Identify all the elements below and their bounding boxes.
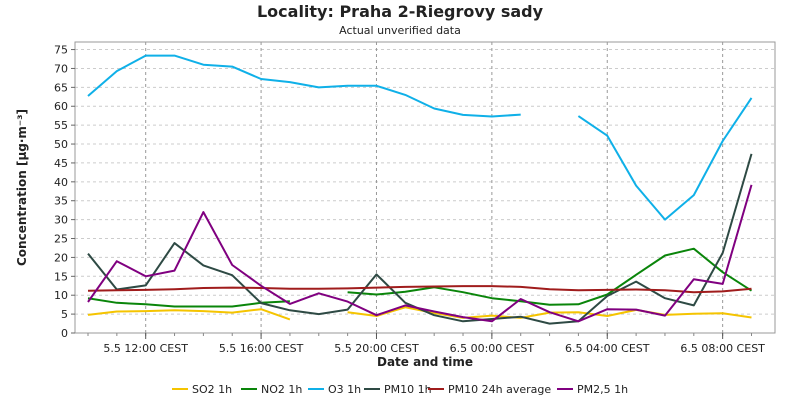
legend-label: O3 1h xyxy=(328,383,361,396)
y-tick-label: 50 xyxy=(54,138,68,151)
series-pm10-24h-average xyxy=(87,285,752,294)
y-tick-label: 25 xyxy=(54,233,68,246)
legend-label: NO2 1h xyxy=(261,383,302,396)
y-tick-label: 75 xyxy=(54,44,68,57)
y-tick-label: 65 xyxy=(54,81,68,94)
legend-item: PM10 1h xyxy=(364,383,432,396)
legend-label: PM2,5 1h xyxy=(577,383,628,396)
series-line-segment xyxy=(347,247,753,306)
y-tick-label: 70 xyxy=(54,62,68,75)
series-lines xyxy=(87,54,753,325)
series-line-segment xyxy=(577,97,753,221)
legend-item: PM10 24h average xyxy=(428,383,551,396)
x-tick-label: 5.5 20:00 CEST xyxy=(334,342,419,355)
legend-item: O3 1h xyxy=(308,383,361,396)
x-tick-label: 6.5 04:00 CEST xyxy=(565,342,650,355)
y-tick-label: 40 xyxy=(54,176,68,189)
x-tick-label: 5.5 12:00 CEST xyxy=(103,342,188,355)
series-line-segment xyxy=(87,308,291,321)
x-tick-label: 6.5 08:00 CEST xyxy=(680,342,765,355)
y-tick-label: 0 xyxy=(61,327,68,340)
series-line-segment xyxy=(87,54,521,118)
y-axis-title: Concentration [µg·m⁻³] xyxy=(15,109,29,266)
series-no2-1h xyxy=(87,247,753,308)
legend-label: PM10 1h xyxy=(384,383,432,396)
y-tick-label: 5 xyxy=(61,308,68,321)
y-tick-label: 55 xyxy=(54,119,68,132)
y-axis-ticks: 0 5 10 15 20 25 30 35 40 45 50 55 60 65 70 75 xyxy=(54,44,75,340)
series-o3-1h xyxy=(87,54,753,221)
y-tick-label: 10 xyxy=(54,289,68,302)
x-tick-label: 5.5 16:00 CEST xyxy=(219,342,304,355)
legend-label: SO2 1h xyxy=(192,383,232,396)
series-pm2-5-1h xyxy=(87,184,753,323)
chart-subtitle: Actual unverified data xyxy=(339,24,461,37)
series-line-segment xyxy=(87,297,290,308)
series-line-segment xyxy=(87,184,753,323)
legend: SO2 1h NO2 1h O3 1h PM10 1h PM10 24h average… xyxy=(172,383,628,396)
legend-item: SO2 1h xyxy=(172,383,232,396)
legend-item: NO2 1h xyxy=(241,383,302,396)
y-tick-label: 30 xyxy=(54,214,68,227)
legend-label: PM10 24h average xyxy=(448,383,551,396)
chart-title: Locality: Praha 2-Riegrovy sady xyxy=(256,2,544,21)
x-tick-label: 6.5 00:00 CEST xyxy=(450,342,535,355)
y-tick-label: 60 xyxy=(54,100,68,113)
x-axis-title: Date and time xyxy=(377,355,473,369)
axes xyxy=(74,41,776,334)
y-tick-label: 45 xyxy=(54,157,68,170)
x-axis-ticks: 5.5 12:00 CEST 5.5 16:00 CEST 5.5 20:00 CE… xyxy=(87,333,765,355)
y-tick-label: 35 xyxy=(54,195,68,208)
y-tick-label: 15 xyxy=(54,270,68,283)
legend-item: PM2,5 1h xyxy=(557,383,628,396)
plot-area-border xyxy=(74,41,776,334)
y-tick-label: 20 xyxy=(54,251,68,264)
series-line-segment xyxy=(87,285,752,294)
